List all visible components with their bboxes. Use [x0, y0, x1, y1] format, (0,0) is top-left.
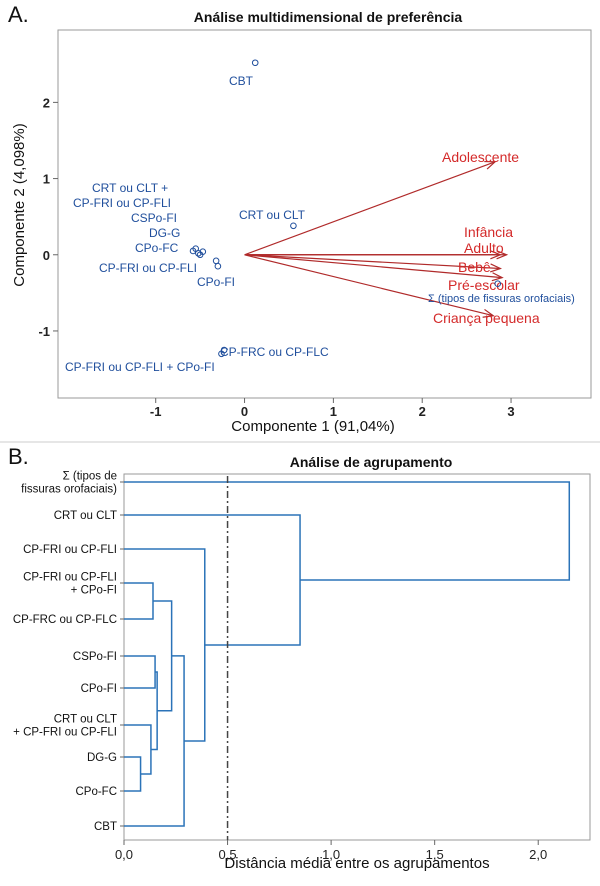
panel-a-title: Análise multidimensional de preferência — [194, 9, 463, 25]
dendrogram-link — [124, 655, 156, 689]
panel-b-x-axis-label: Distância média entre os agrupamentos — [224, 855, 489, 872]
panel-a-frame — [57, 29, 592, 399]
dendrogram-link — [124, 655, 185, 827]
panel-a-y-axis-label: Componente 2 (4,098%) — [11, 123, 28, 286]
leaf-label: DG-G — [87, 752, 117, 764]
vector-label: Adulto — [464, 240, 504, 256]
x-tick-label: 0,5 — [219, 847, 237, 862]
leaf-label: CP-FRI ou CP-FLI — [23, 544, 117, 556]
point-label: CBT — [229, 74, 254, 88]
dendrogram-link — [124, 724, 152, 775]
vector-label: Adolescente — [442, 149, 519, 165]
vector-label: Criança pequena — [433, 310, 540, 326]
score-point — [199, 248, 207, 256]
leaf-label: CPo-FI — [81, 683, 117, 695]
leaf-label: CBT — [94, 821, 117, 833]
score-point — [494, 280, 502, 288]
dendrogram-link — [124, 548, 206, 742]
vector-label: Pré-escolar — [448, 277, 520, 293]
panel-a-x-ticks: -1 0 1 2 3 — [150, 398, 515, 419]
loading-vector — [244, 161, 496, 256]
loading-vector — [244, 254, 501, 270]
panel-b-frame — [123, 473, 591, 841]
point-label: CPo-FI — [197, 275, 235, 289]
panel-b-title: Análise de agrupamento — [290, 454, 453, 470]
point-label: CSPo-FI — [131, 211, 177, 225]
vector-label: Infância — [464, 224, 513, 240]
loading-vector — [244, 254, 503, 279]
point-label: DG-G — [149, 226, 180, 240]
point-label: CP-FRI ou CP-FLI + CPo-FI — [65, 360, 215, 374]
score-point — [212, 257, 220, 265]
leaf-label: CP-FRC ou CP-FLC — [13, 614, 117, 626]
vector-arrowhead — [490, 250, 503, 260]
dendrogram-link — [150, 671, 158, 751]
score-point — [214, 262, 222, 270]
vector-arrowhead — [489, 263, 503, 273]
vector-arrowhead — [482, 308, 495, 318]
y-tick-label: 1 — [43, 172, 50, 187]
x-tick-label: 1 — [330, 404, 337, 419]
leaf-label: CP-FRI ou CP-FLI — [23, 572, 117, 584]
dendrogram-link — [124, 756, 142, 792]
point-label: CP-FRI ou CP-FLI — [73, 196, 171, 210]
y-tick-label: -1 — [38, 324, 50, 339]
dendrogram-link — [124, 582, 154, 620]
y-tick-label: 2 — [43, 95, 50, 110]
panel-b-x-ticks: 0,0 0,5 1,0 1,5 2,0 — [115, 840, 547, 862]
point-label: Σ (tipos de fissuras orofaciais) — [428, 293, 575, 305]
panel-a-letter: A. — [8, 2, 29, 27]
point-label: CPo-FC — [135, 241, 179, 255]
score-point — [218, 350, 225, 358]
leaf-label: + CPo-FI — [71, 585, 117, 597]
loading-vector — [244, 254, 494, 317]
panel-b-letter: B. — [8, 444, 29, 469]
point-label: CP-FRI ou CP-FLI — [99, 261, 197, 275]
x-tick-label: 0,0 — [115, 847, 133, 862]
point-label: CP-FRC ou CP-FLC — [220, 345, 329, 359]
vector-arrowhead — [496, 250, 509, 260]
leaf-label: CRT ou CLT — [54, 714, 117, 726]
x-tick-label: 1,5 — [426, 847, 444, 862]
score-point — [290, 222, 297, 230]
x-tick-label: 2,0 — [529, 847, 547, 862]
leaf-label: CSPo-FI — [73, 651, 117, 663]
score-point — [189, 247, 197, 255]
leaf-label: fissuras orofaciais) — [21, 484, 117, 496]
vector-label: Bebê — [458, 259, 491, 275]
x-tick-label: 0 — [241, 404, 248, 419]
leaf-label: CRT ou CLT — [54, 510, 117, 522]
score-point — [195, 249, 202, 257]
panel-a-y-ticks: -1 0 1 2 — [38, 95, 58, 339]
dendrogram-link — [124, 514, 301, 646]
leaf-label: + CP-FRI ou CP-FLI — [13, 727, 117, 739]
x-tick-label: 1,0 — [322, 847, 340, 862]
panel-b-dendrogram: Análise de agrupamento Distância média e… — [13, 454, 591, 872]
y-tick-label: 0 — [43, 248, 50, 263]
vector-arrowhead — [491, 272, 504, 282]
score-point — [251, 59, 259, 67]
x-tick-label: -1 — [150, 404, 162, 419]
panel-b-dendrogram-links — [124, 481, 571, 827]
leaf-label: Σ (tipos de — [63, 471, 117, 483]
leaf-label: CPo-FC — [75, 786, 117, 798]
dendrogram-link — [124, 481, 571, 581]
x-tick-label: 3 — [507, 404, 514, 419]
x-tick-label: 2 — [419, 404, 426, 419]
point-label: CRT ou CLT — [239, 208, 306, 222]
vector-arrowhead — [484, 160, 497, 170]
panel-a-pca-biplot: Análise multidimensional de preferência … — [11, 9, 592, 435]
panel-a-x-axis-label: Componente 1 (91,04%) — [231, 418, 394, 435]
point-label: CRT ou CLT + — [92, 181, 168, 195]
